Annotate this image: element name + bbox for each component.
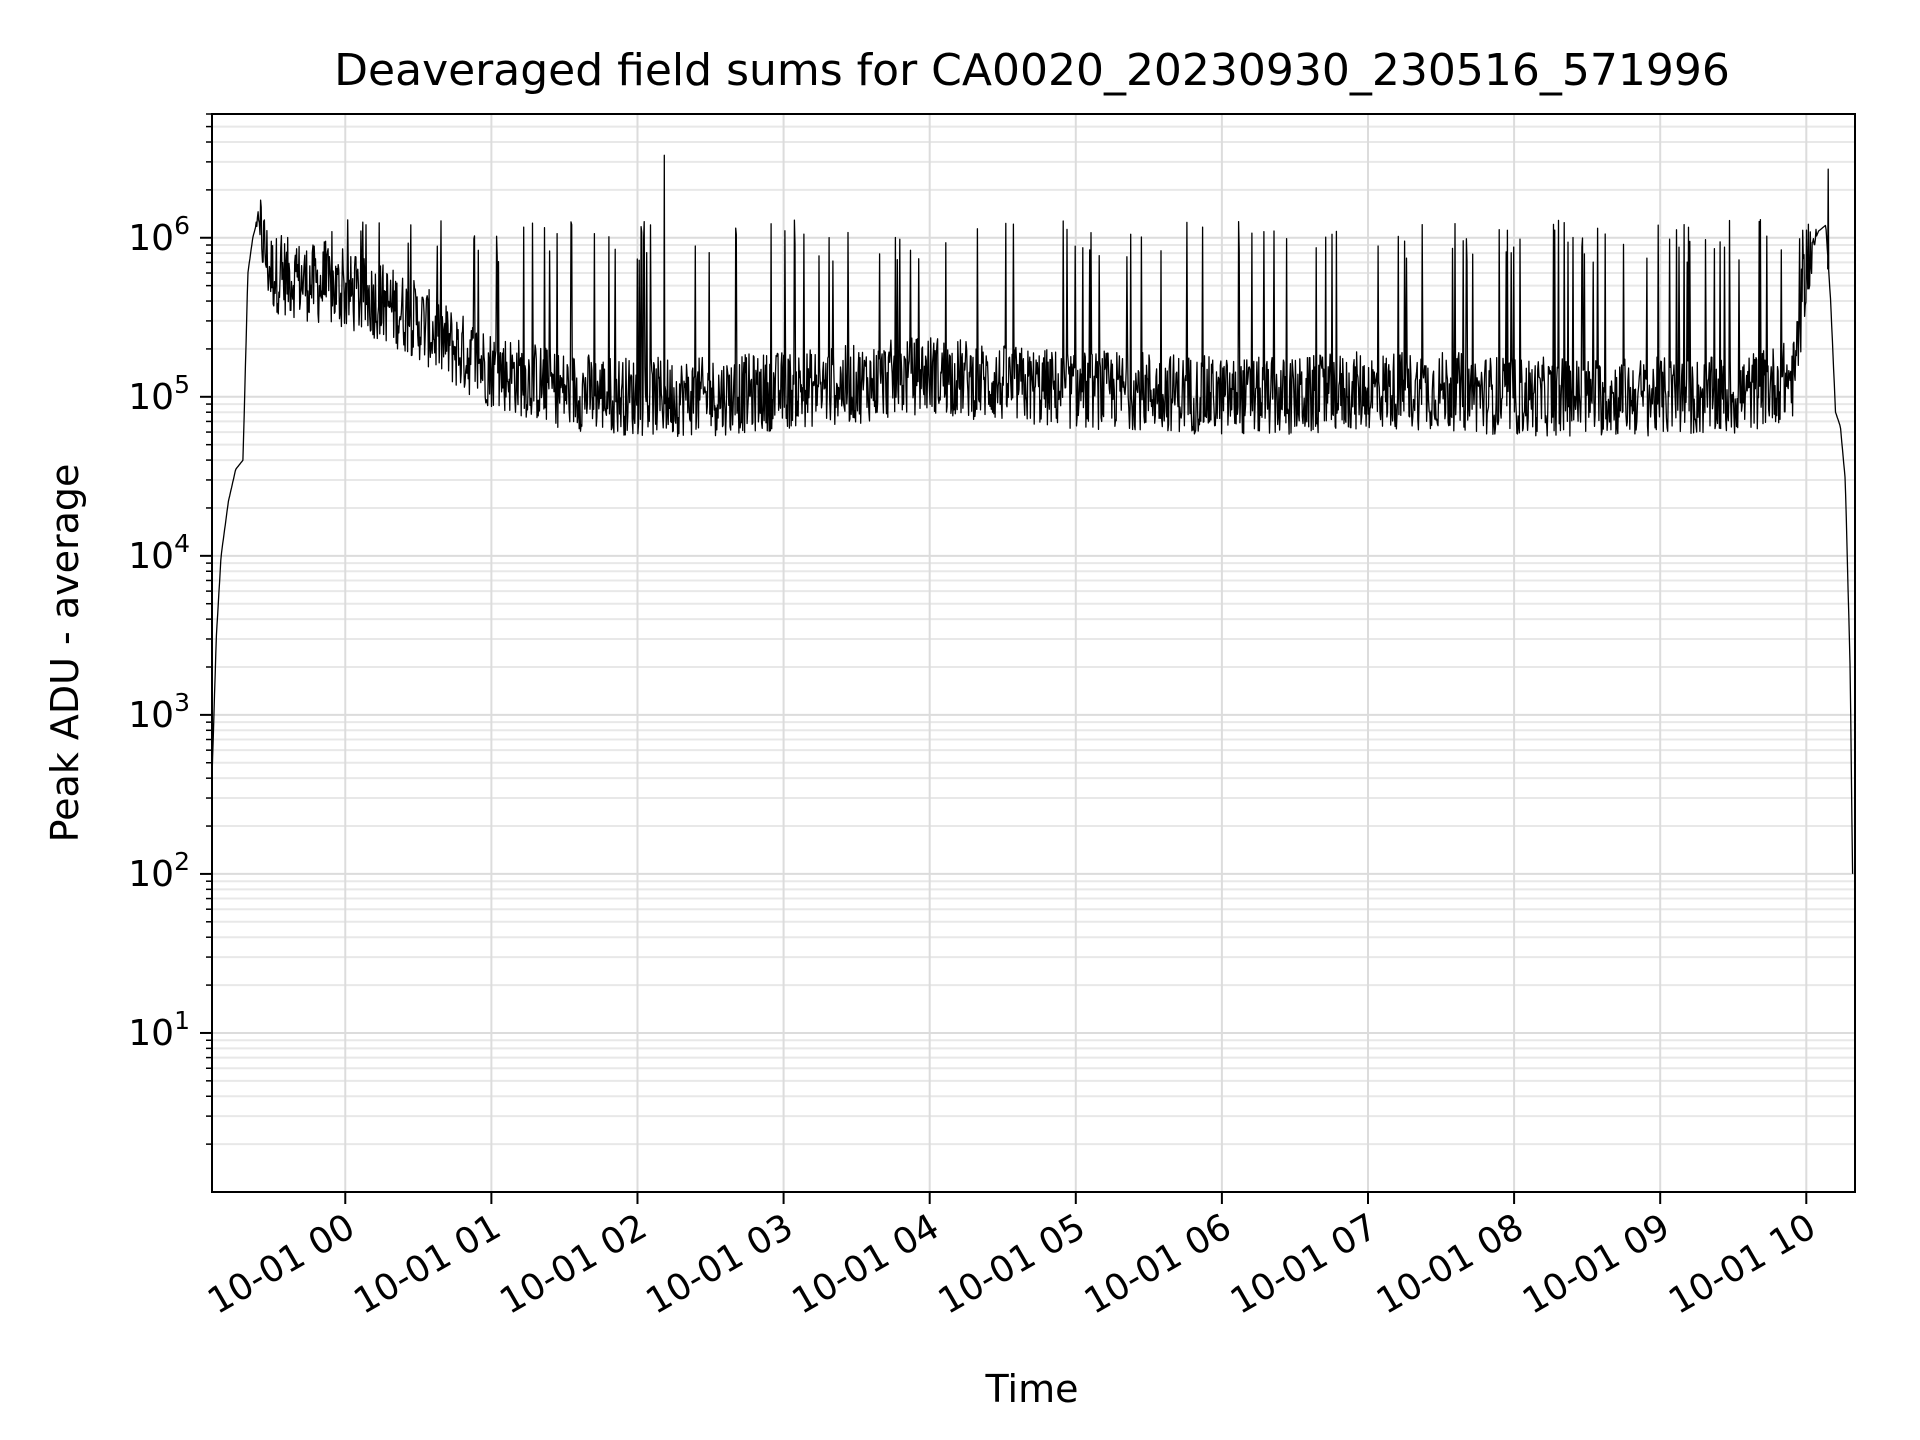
y-tick-label: 105 [128,370,190,418]
y-tick-label: 103 [128,688,190,736]
y-tick-label: 101 [128,1006,190,1054]
y-axis: 101 102 103 104 105 106 [128,113,212,1145]
y-tick-label: 106 [128,211,190,259]
y-tick-label: 104 [128,529,190,577]
x-axis-label: Time [985,1367,1079,1411]
plot-area [211,154,1854,874]
y-axis-label: Peak ADU - average [43,464,87,843]
y-tick-label: 102 [128,847,190,895]
chart-title: Deaveraged field sums for CA0020_2023093… [334,45,1730,96]
series-line [211,154,1854,874]
axes-frame [211,113,1856,1193]
